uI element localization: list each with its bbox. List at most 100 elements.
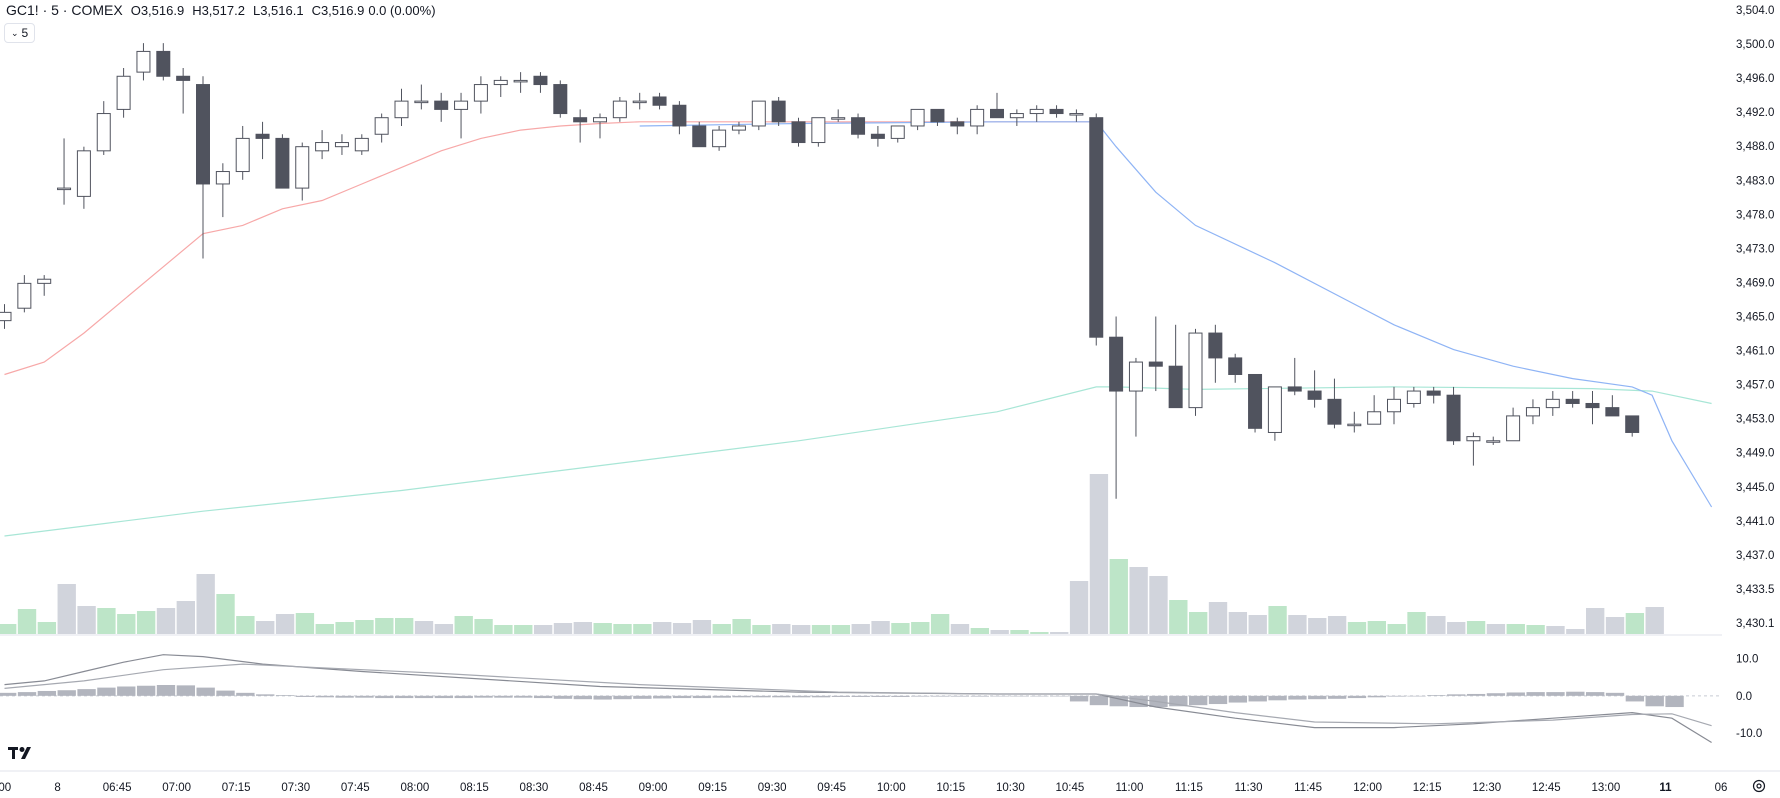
volume-bar <box>1288 615 1307 634</box>
time-axis-tick-label: 3:00 <box>0 782 11 794</box>
macd-histogram-bar <box>553 695 573 699</box>
macd-histogram-bar <box>1447 694 1466 696</box>
candle-body <box>1009 113 1024 119</box>
settings-icon[interactable] <box>1751 778 1767 794</box>
volume-bar <box>1427 616 1446 634</box>
open-value: 3,516.9 <box>140 2 185 18</box>
time-axis-tick-label: 09:15 <box>698 782 727 794</box>
candle-body <box>553 84 568 115</box>
macd-histogram-bar <box>672 695 692 699</box>
macd-histogram-bar <box>1526 692 1545 696</box>
time-axis-tick-label: 10:45 <box>1056 782 1085 794</box>
macd-histogram-bar <box>355 695 374 698</box>
macd-histogram-bar <box>514 695 533 698</box>
macd-histogram-bar <box>17 692 37 696</box>
candle-body <box>652 96 667 106</box>
time-axis-tick-label: 07:45 <box>341 782 370 794</box>
macd-histogram-bar <box>1268 695 1287 701</box>
candle-body <box>771 100 786 123</box>
time-axis-tick-label: 11:30 <box>1235 782 1263 794</box>
candle-body <box>57 187 72 191</box>
price-axis-tick-label: 3,465.0 <box>1736 312 1774 324</box>
candle-body <box>751 100 766 127</box>
time-axis-tick-label: 08:15 <box>460 782 489 794</box>
candle-body <box>374 117 389 135</box>
macd-histogram-bar <box>1089 695 1109 706</box>
candle-body <box>890 125 905 139</box>
tradingview-logo-icon[interactable] <box>7 745 37 761</box>
volume-bar <box>1129 567 1148 634</box>
volume-bar <box>355 620 374 634</box>
volume-bar <box>97 608 116 634</box>
macd-histogram-bar <box>414 695 434 699</box>
price-axis-tick-label: 3,504.0 <box>1736 5 1774 17</box>
volume-bar <box>1605 617 1625 634</box>
volume-bar <box>1109 559 1128 634</box>
volume-bar <box>970 628 989 634</box>
candle-body <box>334 142 349 148</box>
candle-body <box>1287 386 1302 392</box>
macd-histogram-bar <box>335 695 354 698</box>
macd-histogram-bar <box>1486 693 1506 696</box>
volume-bar <box>434 624 454 634</box>
price-axis-tick-label: 3,488.0 <box>1736 141 1774 153</box>
volume-bar <box>533 625 553 634</box>
volume-bar <box>414 621 434 634</box>
macd-histogram-bar <box>1546 692 1565 696</box>
macd-histogram-bar <box>295 695 315 697</box>
volume-bar <box>1367 621 1386 634</box>
volume-bar <box>1189 612 1208 634</box>
symbol-title[interactable]: GC1! · 5 · COMEX <box>6 2 123 18</box>
candle-body <box>851 117 866 135</box>
candle-body <box>1168 365 1183 409</box>
volume-bar <box>1149 576 1168 634</box>
macd-histogram-bar <box>613 695 632 700</box>
macd-histogram-bar <box>1109 695 1128 707</box>
time-axis-tick-label: 12:45 <box>1532 782 1561 794</box>
volume-bar <box>871 621 890 634</box>
macd-axis-tick-label: 10.0 <box>1736 653 1758 665</box>
candle-body <box>473 84 488 102</box>
price-axis-tick-label: 3,461.0 <box>1736 346 1774 358</box>
volume-bar <box>911 622 930 634</box>
macd-histogram-bar <box>950 695 970 697</box>
volume-bar <box>37 622 57 634</box>
candle-body <box>434 100 449 110</box>
volume-bar <box>930 614 950 634</box>
candle-body <box>315 142 330 152</box>
macd-histogram-bar <box>136 685 156 696</box>
macd-histogram-bar <box>871 695 890 697</box>
macd-histogram-bar <box>712 695 731 698</box>
time-axis-tick-label: 08:45 <box>579 782 608 794</box>
macd-histogram-bar <box>494 695 513 698</box>
candle-body <box>513 79 528 83</box>
macd-histogram-bar <box>1367 695 1386 698</box>
macd-histogram-bar <box>1407 695 1426 697</box>
volume-bar <box>0 624 17 634</box>
volume-bar <box>1645 607 1664 634</box>
time-axis-tick-label: 11:00 <box>1115 782 1143 794</box>
macd-axis-tick-label: 0.0 <box>1736 691 1752 703</box>
candle-body <box>1625 415 1640 433</box>
candle-body <box>1446 394 1461 442</box>
macd-line <box>4 654 1712 744</box>
volume-bar <box>672 623 692 634</box>
candle-body <box>255 133 270 139</box>
interval-toggle-button[interactable]: ⌄ 5 <box>4 23 36 43</box>
volume-bar <box>1347 622 1367 634</box>
candle-body <box>493 79 508 86</box>
volume-bar <box>1069 581 1089 634</box>
candle-body <box>692 125 707 148</box>
candle-body <box>970 108 985 127</box>
candle-body <box>454 100 469 110</box>
time-axis-tick-label: 09:45 <box>817 782 846 794</box>
high-key: H <box>192 2 202 18</box>
close-value: 3,516.9 <box>320 2 365 18</box>
macd-histogram-bar <box>434 695 454 699</box>
candle-body <box>731 125 746 131</box>
candle-body <box>712 129 727 148</box>
volume-bar <box>950 624 970 634</box>
macd-histogram-bar <box>1169 695 1188 707</box>
candle-body <box>950 121 965 127</box>
